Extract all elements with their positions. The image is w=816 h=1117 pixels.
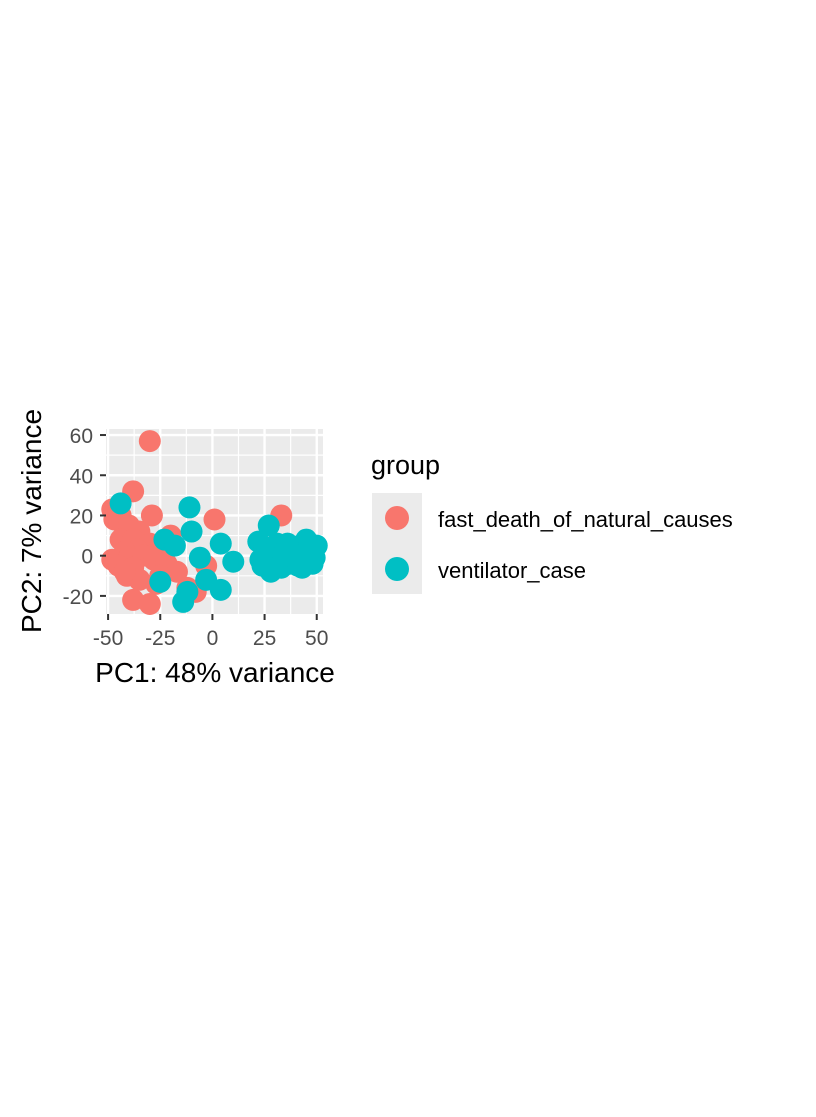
y-tick-label: 20 bbox=[70, 505, 93, 528]
scatter-point-fast-death bbox=[165, 560, 188, 583]
x-tick-label: 0 bbox=[207, 627, 219, 650]
y-axis: -20 0 20 40 60 bbox=[63, 425, 106, 609]
data-points bbox=[101, 430, 328, 615]
scatter-point-ventilator-case bbox=[149, 570, 172, 593]
scatter-point-ventilator-case bbox=[291, 556, 314, 579]
legend-label-fast-death: fast_death_of_natural_causes bbox=[438, 507, 733, 532]
legend-label-ventilator-case: ventilator_case bbox=[438, 558, 586, 583]
scatter-point-fast-death bbox=[138, 592, 161, 615]
y-tick-label: 40 bbox=[70, 465, 93, 488]
scatter-point-ventilator-case bbox=[209, 532, 232, 555]
scatter-point-fast-death bbox=[138, 430, 161, 453]
y-tick-label: -20 bbox=[63, 586, 93, 609]
x-axis: -50 -25 0 25 50 bbox=[93, 614, 328, 650]
scatter-point-ventilator-case bbox=[276, 532, 299, 555]
scatter-point-ventilator-case bbox=[109, 492, 132, 515]
y-axis-title: PC2: 7% variance bbox=[16, 409, 47, 633]
legend-title: group bbox=[371, 450, 440, 480]
scatter-point-fast-death bbox=[113, 560, 136, 583]
legend: group fast_death_of_natural_causes venti… bbox=[371, 450, 733, 594]
scatter-point-fast-death bbox=[140, 504, 163, 527]
scatter-point-ventilator-case bbox=[257, 514, 280, 537]
scatter-point-ventilator-case bbox=[249, 548, 272, 571]
scatter-point-ventilator-case bbox=[180, 520, 203, 543]
scatter-point-ventilator-case bbox=[172, 590, 195, 613]
y-tick-label: 60 bbox=[70, 425, 93, 448]
x-tick-label: -25 bbox=[145, 627, 175, 650]
scatter-point-fast-death bbox=[203, 508, 226, 531]
legend-key-fast-death bbox=[385, 506, 409, 530]
x-tick-label: 25 bbox=[253, 627, 276, 650]
scatter-point-ventilator-case bbox=[222, 550, 245, 573]
scatter-point-ventilator-case bbox=[188, 546, 211, 569]
x-axis-title: PC1: 48% variance bbox=[95, 657, 335, 688]
scatter-point-ventilator-case bbox=[163, 534, 186, 557]
legend-key-ventilator-case bbox=[385, 557, 409, 581]
scatter-point-ventilator-case bbox=[178, 496, 201, 519]
x-tick-label: 50 bbox=[305, 627, 328, 650]
scatter-point-fast-death bbox=[122, 588, 145, 611]
scatter-point-ventilator-case bbox=[209, 578, 232, 601]
x-tick-label: -50 bbox=[93, 627, 123, 650]
y-tick-label: 0 bbox=[81, 546, 93, 569]
